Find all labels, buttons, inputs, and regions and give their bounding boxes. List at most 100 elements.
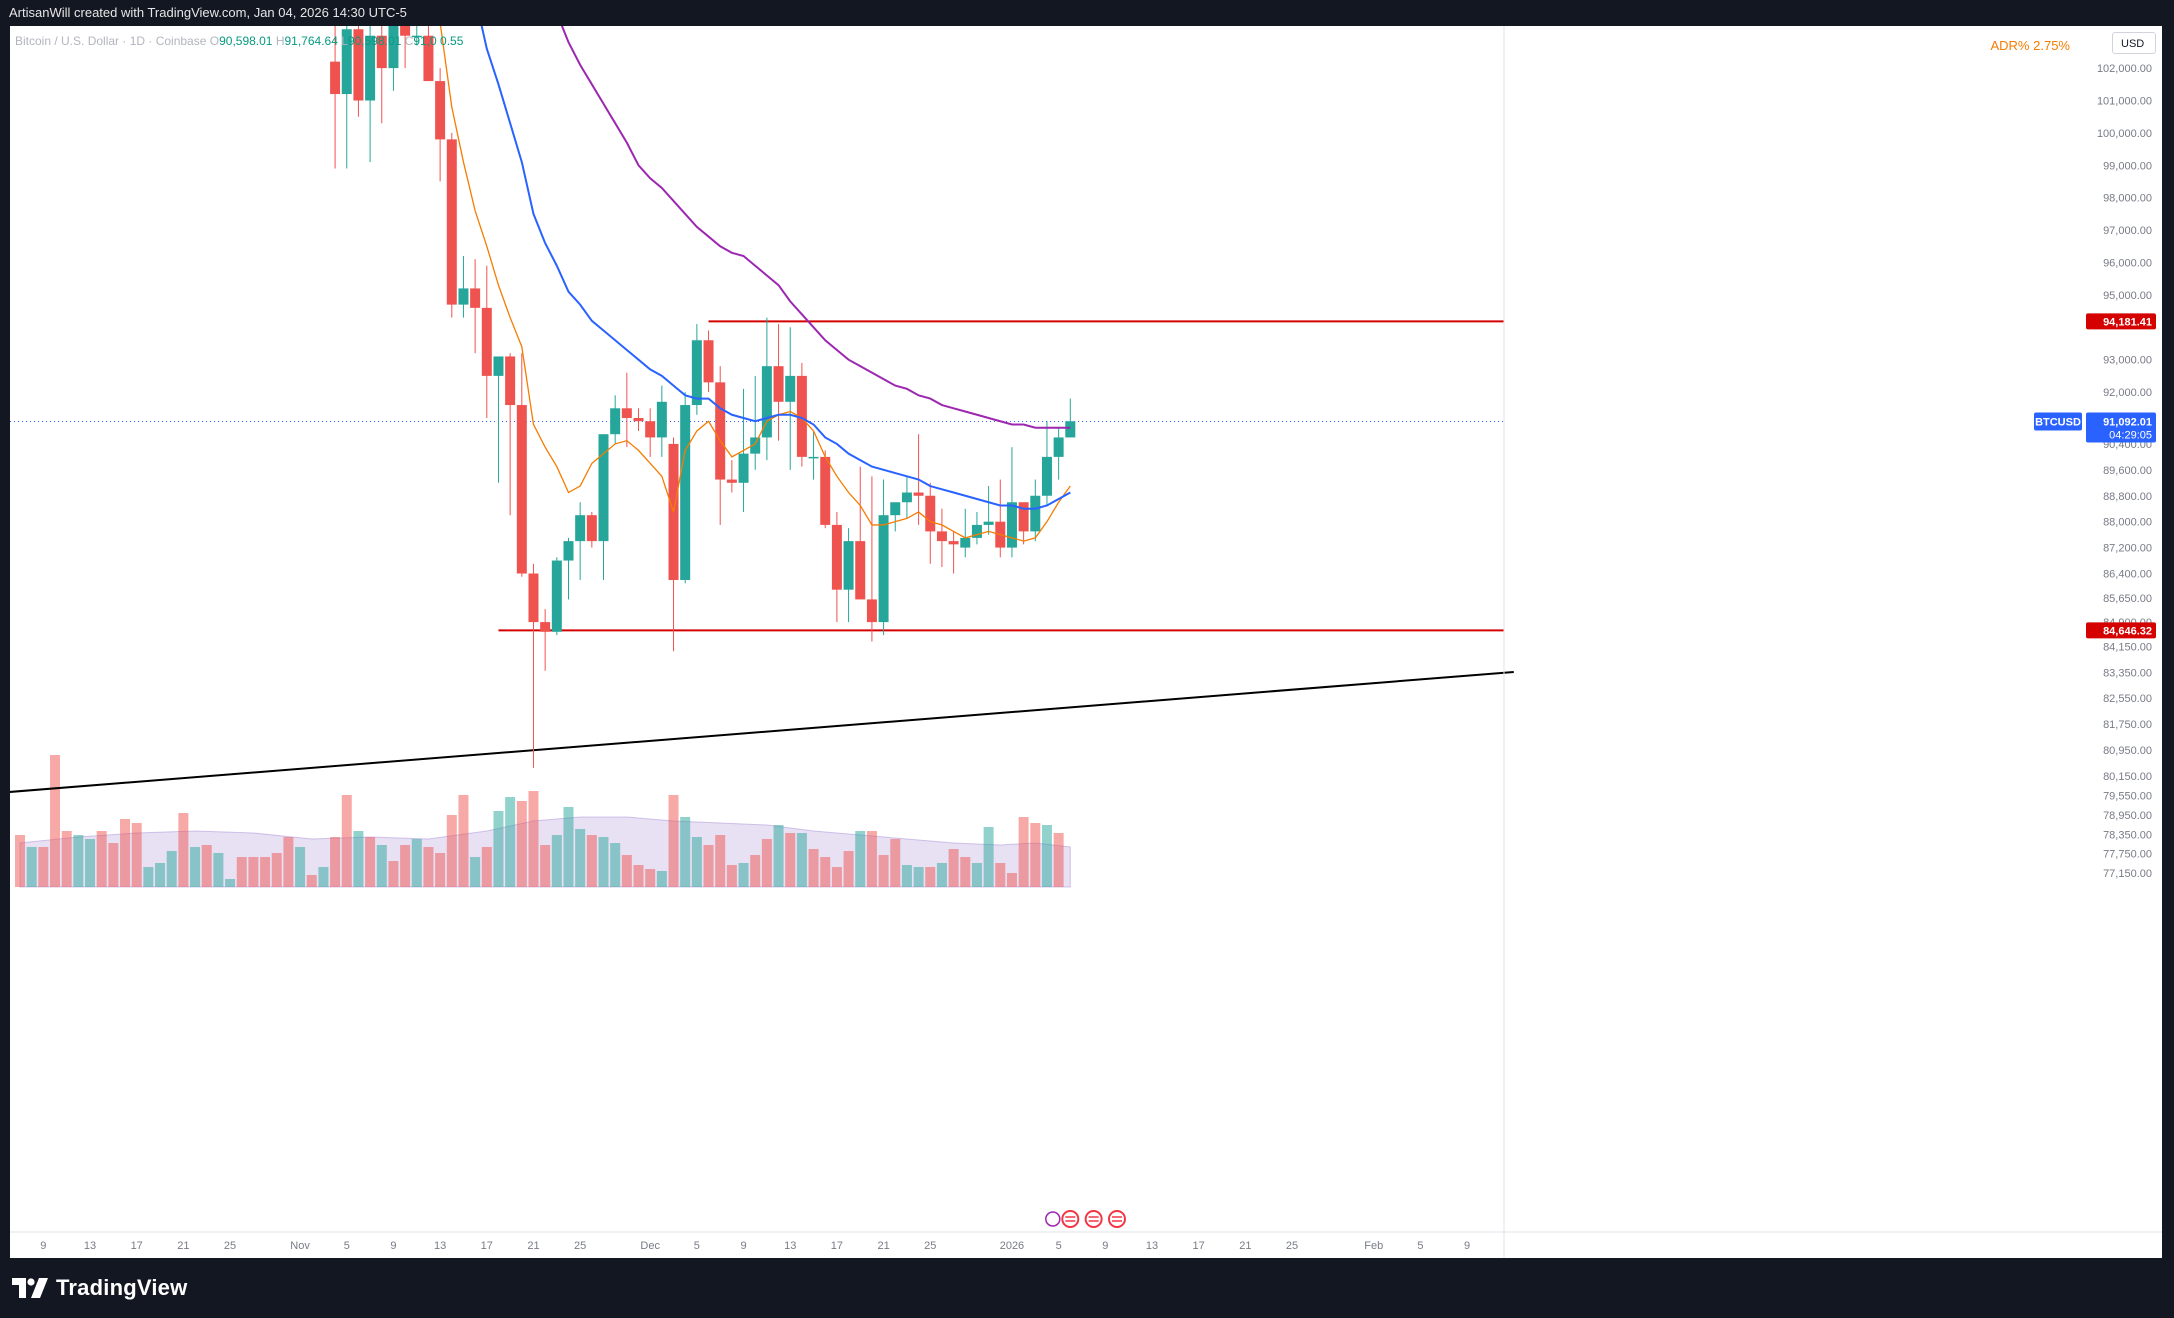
symbol-tag-bg [2034, 412, 2082, 431]
candle-body [750, 437, 761, 454]
candle-body [551, 560, 562, 632]
currency-selector[interactable]: USD [2112, 32, 2156, 54]
candle-body [353, 29, 364, 101]
price-tick-label: 88,800.00 [2103, 491, 2152, 503]
volume-bar [551, 835, 562, 887]
time-axis[interactable]: 9 13 17 21 25 Nov 5 9 13 17 21 25 Dec 5 9 13 17 21 25 2026 5… [10, 1210, 2162, 1252]
candle-body [1065, 421, 1076, 438]
candle-body [365, 35, 376, 101]
chart-area[interactable]: 102,000.00 101,000.00 100,000.00 99,000.00 9… [10, 26, 2162, 1258]
time-tick-label: 21 [527, 1240, 539, 1252]
volume-bar [318, 867, 329, 887]
time-tick-label: Nov [290, 1240, 310, 1252]
price-tick-label: 100,000.00 [2097, 128, 2152, 140]
price-countdown: 04:29:05 [2109, 430, 2152, 442]
time-tick-label: Dec [640, 1240, 660, 1252]
price-tick-label: 92,000.00 [2103, 387, 2152, 399]
volume-bar [761, 839, 772, 887]
volume-bar [388, 861, 399, 887]
candle-body [1030, 495, 1041, 532]
volume-bar [995, 863, 1006, 887]
candle-body [843, 541, 854, 590]
volume-bar [901, 865, 912, 887]
volume-bar [820, 857, 831, 887]
price-tick-label: 98,000.00 [2103, 193, 2152, 205]
price-tick-label: 77,750.00 [2103, 849, 2152, 861]
candle-body [890, 502, 901, 516]
volume-bar [785, 833, 796, 887]
volume-bar [306, 875, 317, 887]
volume-bar [715, 835, 726, 887]
us-flag-icon [1061, 1210, 1080, 1228]
volume-bar [563, 807, 574, 887]
volume-bar [586, 835, 597, 887]
volume-bar [131, 823, 142, 887]
volume-bar [341, 795, 352, 887]
volume-bar [470, 857, 481, 887]
candle-body [330, 61, 341, 95]
volume-bar [505, 797, 516, 887]
time-tick-label: 13 [1146, 1240, 1158, 1252]
volume-bar [166, 851, 177, 887]
candle-body [458, 288, 469, 305]
volume-bar [983, 827, 994, 887]
close-value: 91,0 [413, 34, 437, 48]
time-tick-label: 25 [574, 1240, 586, 1252]
volume-bar [878, 855, 889, 887]
candle-body [493, 356, 504, 376]
candle-body [1041, 456, 1052, 496]
symbol-legend[interactable]: Bitcoin / U.S. Dollar · 1D · Coinbase O9… [15, 34, 463, 48]
candle-body [761, 366, 772, 438]
volume-bar [738, 863, 749, 887]
volume-bar [656, 871, 667, 887]
adr-indicator[interactable]: ADR% 2.75% [1990, 38, 2070, 53]
symbol-tag-text: BTCUSD [2035, 417, 2081, 429]
candle-body [983, 521, 994, 525]
price-chart[interactable]: 102,000.00 101,000.00 100,000.00 99,000.00 9… [10, 26, 2162, 1258]
price-tick-label: 84,150.00 [2103, 641, 2152, 653]
price-tick-label: 89,600.00 [2103, 465, 2152, 477]
price-tick-label: 102,000.00 [2097, 63, 2152, 75]
volume-bar [528, 791, 539, 887]
price-axis[interactable]: 102,000.00 101,000.00 100,000.00 99,000.00 9… [1503, 26, 2152, 1258]
volume-bar [213, 853, 224, 887]
candle-body [435, 81, 446, 140]
volume-bar [866, 831, 877, 887]
time-tick-label: 5 [1056, 1240, 1062, 1252]
us-flag-icon [1107, 1210, 1126, 1228]
candle-body [470, 288, 481, 308]
volume-bar [225, 879, 236, 887]
volume-bar [668, 795, 679, 887]
candle-body [400, 26, 411, 36]
volume-bar [1006, 873, 1017, 887]
candle-body [948, 541, 959, 545]
candle-body [598, 434, 609, 542]
time-tick-label: 9 [1464, 1240, 1470, 1252]
volume-bar [680, 817, 691, 887]
level-price-tag-text: 84,646.32 [2103, 625, 2152, 637]
price-tick-label: 86,400.00 [2103, 569, 2152, 581]
time-tick-label: 21 [177, 1240, 189, 1252]
volume-bar [1041, 825, 1052, 887]
volume-bar [295, 847, 306, 887]
candle-body [936, 531, 947, 542]
tradingview-logo[interactable]: TradingView [12, 1274, 187, 1302]
volume-bar [376, 845, 387, 887]
volume-bar [598, 837, 609, 887]
time-tick-label: 17 [481, 1240, 493, 1252]
volume-bar [178, 813, 189, 887]
volume-bar [913, 867, 924, 887]
candle-body [1006, 502, 1017, 548]
time-tick-label: 25 [924, 1240, 936, 1252]
price-tick-label: 87,200.00 [2103, 543, 2152, 555]
candle-body [831, 524, 842, 590]
volume-bar [1018, 817, 1029, 887]
candle-body [586, 515, 597, 542]
volume-bar [108, 843, 119, 887]
volume-bar [726, 865, 737, 887]
time-tick-label: 17 [1193, 1240, 1205, 1252]
candle-body [423, 35, 434, 82]
candle-body [703, 340, 714, 383]
price-tick-label: 95,000.00 [2103, 290, 2152, 302]
candle-body [610, 408, 621, 435]
